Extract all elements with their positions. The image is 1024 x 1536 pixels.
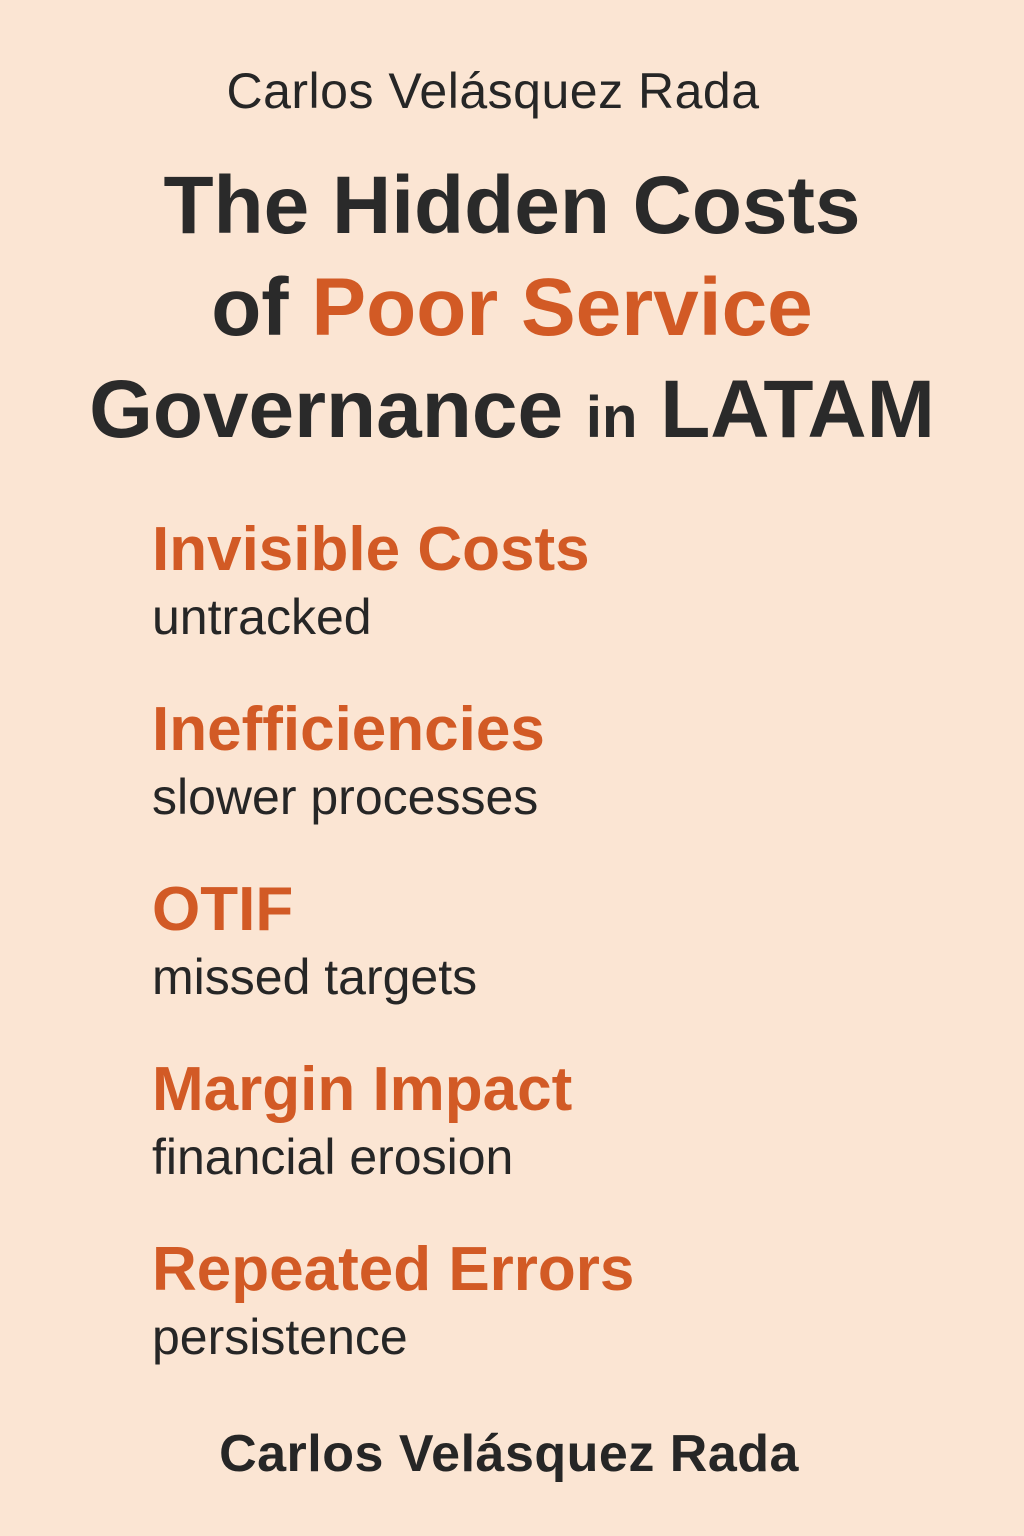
item-description: financial erosion <box>152 1129 514 1185</box>
item-heading: OTIF <box>152 875 294 944</box>
title-line-3: Governance in LATAM <box>0 369 1024 451</box>
item-description: slower processes <box>152 769 539 825</box>
title-line-3-connector: in <box>585 385 638 450</box>
list-item: Repeated Errors persistence <box>152 1232 634 1366</box>
title-line-1: The Hidden Costs <box>163 160 861 251</box>
item-description: missed targets <box>152 949 478 1005</box>
list-item: Invisible Costs untracked <box>152 512 634 646</box>
item-heading: Margin Impact <box>152 1055 573 1124</box>
author-name-bottom: Carlos Velásquez Rada <box>219 1425 799 1483</box>
cost-list: Invisible Costs untracked Inefficiencies… <box>152 512 634 1412</box>
item-description: untracked <box>152 589 372 645</box>
item-description: persistence <box>152 1309 408 1365</box>
title-accent-text: Poor Service <box>311 262 813 353</box>
title-line-3-main: Governance <box>89 364 564 455</box>
list-item: Inefficiencies slower processes <box>152 692 634 826</box>
title-line-2-prefix: of <box>211 262 289 353</box>
author-name-top: Carlos Velásquez Rada <box>226 63 760 119</box>
list-item: Margin Impact financial erosion <box>152 1052 634 1186</box>
item-heading: Repeated Errors <box>152 1235 635 1304</box>
title-line-3-end: LATAM <box>660 364 935 455</box>
title-line-2: of Poor Service <box>0 267 1024 349</box>
item-heading: Invisible Costs <box>152 515 590 584</box>
item-heading: Inefficiencies <box>152 695 545 764</box>
list-item: OTIF missed targets <box>152 872 634 1006</box>
page-title: The Hidden Costs of Poor Service Governa… <box>0 165 1024 451</box>
